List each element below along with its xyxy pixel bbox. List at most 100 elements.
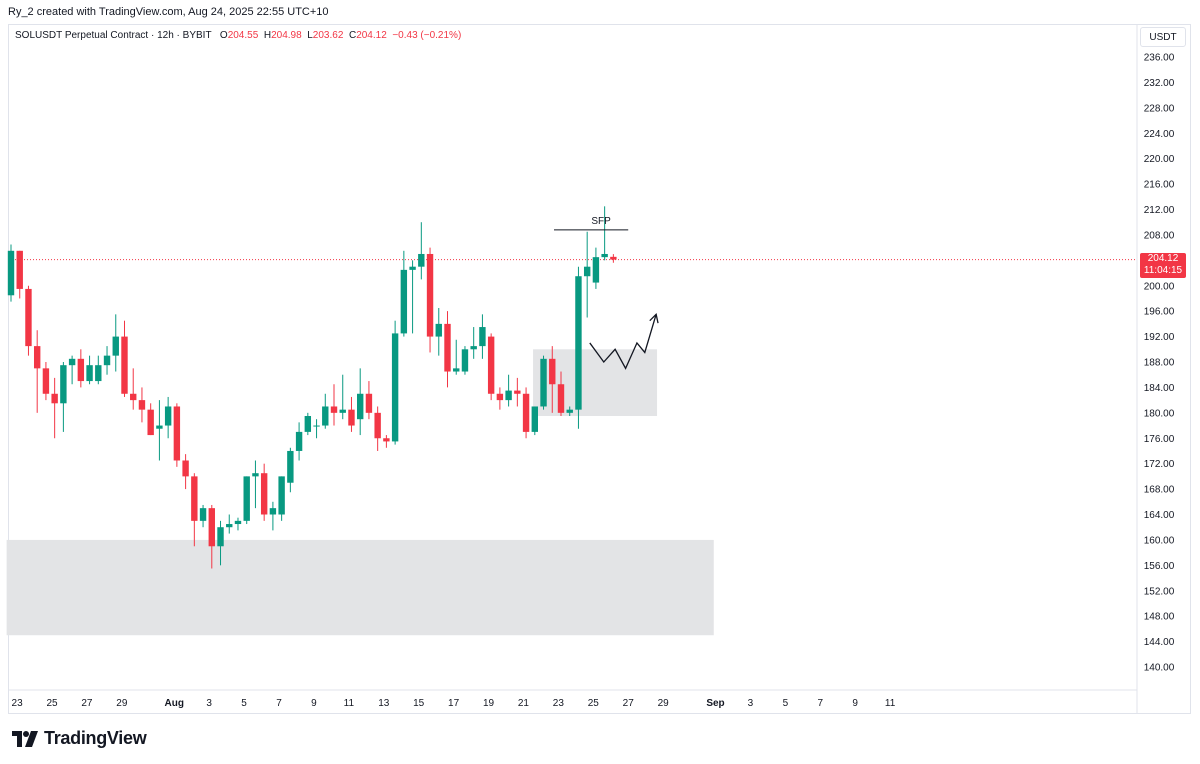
candle <box>156 400 163 461</box>
candles-layer <box>7 206 617 569</box>
candle <box>435 307 442 356</box>
candle <box>583 231 591 318</box>
candle-body <box>374 412 381 439</box>
candle-body <box>278 476 285 515</box>
candle <box>182 454 189 490</box>
low-label: L <box>307 30 313 41</box>
candle-body <box>51 393 58 404</box>
price-tick-label: 184.00 <box>1144 383 1175 394</box>
candle <box>339 374 346 420</box>
price-tick-label: 228.00 <box>1144 103 1175 114</box>
candle-body <box>16 250 23 289</box>
candle <box>357 368 364 436</box>
candle <box>121 320 128 397</box>
price-tick-label: 168.00 <box>1144 485 1175 496</box>
candle-body <box>330 406 338 413</box>
chart-caption: Ry_2 created with TradingView.com, Aug 2… <box>8 6 329 18</box>
candle <box>287 447 294 493</box>
candle <box>16 250 23 299</box>
close-value: 204.12 <box>356 30 387 41</box>
candle-body <box>592 257 600 283</box>
candle-body <box>173 406 181 461</box>
candle <box>295 422 303 461</box>
candle <box>505 374 512 407</box>
candle-body <box>339 409 346 413</box>
candle <box>112 314 119 372</box>
price-tick-label: 216.00 <box>1144 180 1175 191</box>
candle-body <box>365 393 373 413</box>
candle <box>601 206 608 261</box>
candle-body <box>418 253 425 267</box>
candle <box>549 346 556 413</box>
candle <box>514 377 521 407</box>
candle-body <box>540 358 547 407</box>
candle-body <box>505 390 512 401</box>
price-tick-label: 164.00 <box>1144 510 1175 521</box>
time-tick-label: 11 <box>344 698 355 709</box>
candle <box>383 435 390 448</box>
candle <box>77 349 85 388</box>
candle <box>313 419 320 439</box>
candle-body <box>60 365 67 404</box>
tradingview-logo[interactable]: TradingView <box>12 728 147 749</box>
time-tick-label: Aug <box>165 698 184 709</box>
candle <box>540 355 547 410</box>
ohlc-legend: SOLUSDT Perpetual Contract · 12h · BYBIT… <box>15 30 461 41</box>
candle <box>374 406 381 451</box>
candle-body <box>42 368 50 394</box>
candle-body <box>549 358 556 385</box>
time-tick-label: 5 <box>783 698 789 709</box>
candle-body <box>260 473 268 515</box>
candle <box>409 260 416 334</box>
candle <box>322 393 329 429</box>
candle-body <box>217 527 224 547</box>
candle <box>461 346 469 375</box>
candle <box>575 266 582 429</box>
candle <box>260 463 268 521</box>
candle-body <box>479 327 486 347</box>
price-tick-label: 188.00 <box>1144 358 1175 369</box>
time-tick-label: 25 <box>46 698 58 709</box>
candle-body <box>470 346 477 350</box>
time-tick-label: 29 <box>116 698 128 709</box>
chart-frame <box>8 24 1191 714</box>
projection-path <box>589 314 657 370</box>
candle <box>391 320 399 445</box>
candle <box>199 504 207 528</box>
time-tick-label: 21 <box>518 698 530 709</box>
candle <box>610 254 617 263</box>
symbol-info: SOLUSDT Perpetual Contract · 12h · BYBIT <box>15 30 212 41</box>
last-price-tag: 204.12 11:04:15 <box>1140 253 1186 278</box>
candle <box>252 460 259 509</box>
candle <box>330 384 338 426</box>
candle-body <box>610 256 617 260</box>
candle-body <box>426 253 434 337</box>
candle-body <box>25 288 32 347</box>
bar-countdown: 11:04:15 <box>1143 265 1183 276</box>
candle-body <box>295 431 303 451</box>
candle <box>147 403 154 436</box>
candle <box>592 247 600 289</box>
candle <box>479 314 486 359</box>
price-tick-label: 148.00 <box>1144 612 1175 623</box>
candle <box>522 387 530 439</box>
change-value: −0.43 (−0.21%) <box>392 30 462 41</box>
candle-body <box>453 368 460 372</box>
price-tick-label: 224.00 <box>1144 129 1175 140</box>
time-tick-label: 3 <box>206 698 212 709</box>
candle <box>453 339 460 375</box>
last-price-value: 204.12 <box>1147 253 1179 264</box>
candle <box>95 355 102 385</box>
candle-body <box>487 336 495 394</box>
candle-body <box>95 365 102 382</box>
projection-arrowhead <box>649 313 659 324</box>
currency-unit-button[interactable]: USDT <box>1140 27 1186 47</box>
candle <box>173 403 181 467</box>
candle-body <box>391 333 399 442</box>
price-tick-label: 208.00 <box>1144 230 1175 241</box>
candle-body <box>435 323 442 337</box>
candle <box>269 501 277 531</box>
candle-body <box>86 365 93 382</box>
time-tick-label: 27 <box>623 698 635 709</box>
